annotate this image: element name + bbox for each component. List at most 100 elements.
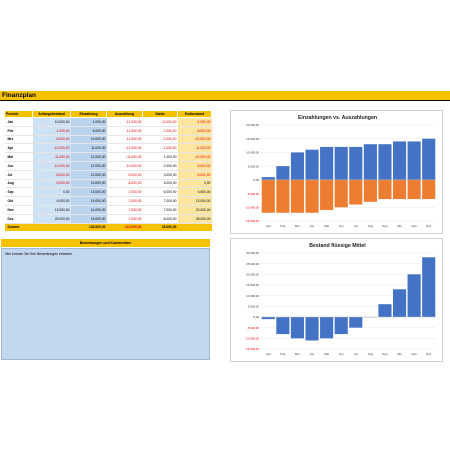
- chart1-bar-1-nov[interactable]: [407, 179, 421, 200]
- cell-einzahlung[interactable]: 12.000,00: [70, 152, 107, 162]
- cell-einzahlung[interactable]: 14.000,00: [70, 205, 107, 215]
- cell-endbestand[interactable]: -11.000,00: [177, 143, 212, 154]
- cell-saldo[interactable]: 7.000,00: [142, 196, 178, 206]
- chart2-bar-0-okt[interactable]: [392, 289, 407, 317]
- chart1-bar-0-sep[interactable]: [378, 144, 392, 180]
- sum-anfangsbestand[interactable]: [32, 223, 71, 232]
- sum-einzahlung[interactable]: 132.000,00: [70, 223, 107, 232]
- cell-endbestand[interactable]: 13.000,00: [177, 196, 212, 206]
- header-anfangsbestand[interactable]: Anfangsbestand: [32, 110, 71, 118]
- chart-bestand-fluessige-mittel[interactable]: Bestand flüssige Mittel 30.000,00 25.000,0…: [230, 238, 443, 362]
- chart1-bar-1-jun[interactable]: [334, 179, 348, 208]
- chart2-bar-0-mai[interactable]: [320, 317, 334, 339]
- cell-saldo[interactable]: 2.000,00: [142, 161, 178, 171]
- chart1-bar-0-dez[interactable]: [422, 138, 436, 180]
- cell-einzahlung[interactable]: 12.000,00: [70, 161, 107, 171]
- sum-label[interactable]: Summe: [4, 223, 33, 232]
- chart2-bar-0-apr[interactable]: [305, 317, 319, 341]
- cell-einzahlung[interactable]: 10.000,00: [70, 135, 107, 145]
- chart1-bar-0-feb[interactable]: [276, 166, 290, 180]
- cell-periode[interactable]: Jun: [4, 161, 33, 171]
- cell-endbestand[interactable]: -8.000,00: [177, 126, 212, 136]
- cell-auszahlung[interactable]: -7.000,00: [106, 187, 143, 198]
- cell-einzahlung[interactable]: 12.000,00: [70, 170, 107, 180]
- chart1-bar-1-okt[interactable]: [392, 179, 407, 200]
- chart-einzahlungen-auszahlungen[interactable]: Einzahlungen vs. Auszahlungen 20.000,00 15…: [230, 110, 443, 234]
- chart1-bar-1-mrz[interactable]: [290, 179, 305, 213]
- chart2-bar-0-jan[interactable]: [261, 317, 275, 320]
- cell-endbestand[interactable]: 6.000,00: [177, 187, 212, 198]
- cell-endbestand[interactable]: 20.000,00: [177, 205, 212, 215]
- cell-einzahlung[interactable]: 5.000,00: [70, 126, 107, 136]
- cell-periode[interactable]: Dez: [4, 214, 33, 224]
- cell-auszahlung[interactable]: -12.000,00: [106, 117, 143, 127]
- cell-saldo[interactable]: 8.000,00: [142, 214, 178, 224]
- chart2-bar-0-jul[interactable]: [349, 317, 363, 328]
- chart2-bar-0-sep[interactable]: [378, 304, 392, 317]
- chart1-bar-0-apr[interactable]: [305, 149, 319, 180]
- chart1-bar-0-jan[interactable]: [261, 177, 275, 180]
- cell-periode[interactable]: Okt: [4, 196, 33, 206]
- chart1-bar-0-okt[interactable]: [392, 141, 407, 180]
- cell-anfangsbestand[interactable]: -8.000,00: [32, 135, 71, 145]
- cell-saldo[interactable]: 5.000,00: [142, 179, 178, 189]
- cell-auszahlung[interactable]: -12.000,00: [106, 126, 143, 136]
- cell-periode[interactable]: Jul: [4, 170, 33, 180]
- chart1-bar-0-jul[interactable]: [349, 146, 363, 180]
- cell-einzahlung[interactable]: 1.000,00: [70, 117, 107, 127]
- header-einzahlung[interactable]: Einzahlung: [70, 110, 107, 118]
- cell-endbestand[interactable]: 0,00: [177, 179, 212, 189]
- chart1-bar-0-aug[interactable]: [363, 144, 377, 180]
- cell-saldo[interactable]: -1.000,00: [142, 143, 178, 154]
- header-periode[interactable]: Periode: [4, 110, 33, 118]
- cell-auszahlung[interactable]: -7.000,00: [106, 196, 143, 206]
- chart1-bar-0-nov[interactable]: [407, 141, 421, 180]
- cell-auszahlung[interactable]: -11.000,00: [106, 152, 143, 162]
- cell-endbestand[interactable]: -5.000,00: [177, 170, 212, 180]
- cell-saldo[interactable]: -11.000,00: [142, 117, 178, 127]
- chart1-bar-1-mai[interactable]: [320, 179, 334, 211]
- cell-anfangsbestand[interactable]: 20.000,00: [32, 214, 71, 224]
- cell-periode[interactable]: Feb: [4, 126, 33, 136]
- cell-saldo[interactable]: -7.000,00: [142, 126, 178, 136]
- cell-saldo[interactable]: -2.000,00: [142, 135, 178, 145]
- chart1-bar-0-mai[interactable]: [320, 146, 334, 180]
- chart2-bar-0-dez[interactable]: [422, 257, 436, 317]
- cell-anfangsbestand[interactable]: -11.000,00: [32, 152, 71, 162]
- chart1-bar-1-aug[interactable]: [363, 179, 377, 202]
- chart1-bar-1-sep[interactable]: [378, 179, 392, 200]
- cell-auszahlung[interactable]: -7.000,00: [106, 214, 143, 224]
- cell-anfangsbestand[interactable]: -10.000,00: [32, 161, 71, 171]
- cell-einzahlung[interactable]: 11.000,00: [70, 143, 107, 154]
- cell-anfangsbestand[interactable]: 6.000,00: [32, 196, 71, 206]
- cell-anfangsbestand[interactable]: 13.000,00: [32, 205, 71, 215]
- sum-endbestand[interactable]: [177, 223, 212, 232]
- cell-auszahlung[interactable]: -8.000,00: [106, 179, 143, 189]
- cell-saldo[interactable]: 1.000,00: [142, 152, 178, 162]
- cell-einzahlung[interactable]: 14.000,00: [70, 196, 107, 206]
- chart1-bar-1-dez[interactable]: [422, 179, 436, 200]
- cell-periode[interactable]: Jan: [4, 117, 33, 127]
- chart2-bar-0-nov[interactable]: [407, 274, 421, 317]
- cell-auszahlung[interactable]: -10.000,00: [106, 161, 143, 171]
- header-endbestand[interactable]: Endbestand: [177, 110, 212, 118]
- cell-periode[interactable]: Aug: [4, 179, 33, 189]
- chart1-bar-1-apr[interactable]: [305, 179, 319, 213]
- cell-saldo[interactable]: 3.000,00: [142, 170, 178, 180]
- cell-saldo[interactable]: 7.000,00: [142, 205, 178, 215]
- chart1-bar-1-feb[interactable]: [276, 179, 290, 213]
- cell-endbestand[interactable]: -8.000,00: [177, 161, 212, 171]
- cell-endbestand[interactable]: -10.000,00: [177, 135, 212, 145]
- cell-endbestand[interactable]: 28.000,00: [177, 214, 212, 224]
- cell-periode[interactable]: Mrz: [4, 135, 33, 145]
- cell-anfangsbestand[interactable]: 10.000,00: [32, 117, 71, 127]
- cell-einzahlung[interactable]: 15.000,00: [70, 214, 107, 224]
- header-saldo[interactable]: Saldo: [142, 110, 178, 118]
- header-auszahlung[interactable]: Auszahlung: [106, 110, 143, 118]
- cell-saldo[interactable]: 6.000,00: [142, 187, 178, 198]
- sum-saldo[interactable]: 18.000,00: [142, 223, 178, 232]
- cell-auszahlung[interactable]: -9.000,00: [106, 170, 143, 180]
- cell-anfangsbestand[interactable]: 0,00: [32, 187, 71, 198]
- chart1-bar-1-jul[interactable]: [349, 179, 363, 205]
- cell-auszahlung[interactable]: -12.000,00: [106, 143, 143, 154]
